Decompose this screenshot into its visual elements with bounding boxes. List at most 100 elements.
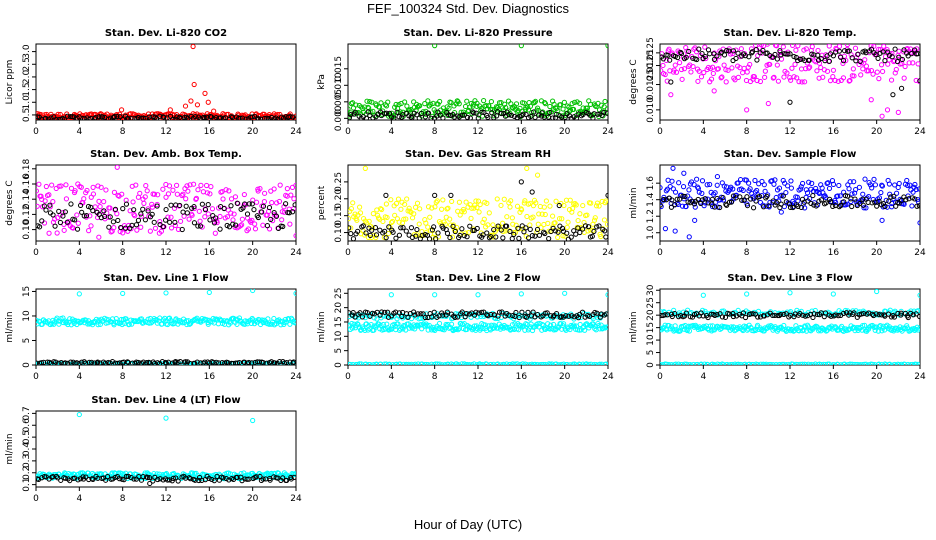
data-point bbox=[660, 203, 664, 210]
data-point bbox=[660, 62, 666, 69]
y-tick-label: 0.010 bbox=[334, 72, 344, 98]
data-point bbox=[546, 228, 552, 234]
data-point bbox=[172, 222, 178, 229]
data-point bbox=[284, 477, 290, 484]
data-point bbox=[733, 313, 740, 319]
data-point bbox=[844, 201, 850, 207]
data-point bbox=[660, 202, 663, 208]
data-point bbox=[876, 76, 882, 82]
data-point bbox=[844, 44, 851, 48]
data-point bbox=[678, 50, 685, 57]
data-point bbox=[699, 197, 706, 203]
y-tick-label: 0.10 bbox=[334, 222, 344, 242]
data-point bbox=[204, 190, 211, 196]
data-point bbox=[138, 213, 145, 219]
data-point bbox=[891, 193, 897, 199]
x-tick-label: 16 bbox=[204, 372, 216, 382]
data-point bbox=[471, 205, 477, 211]
data-point bbox=[509, 235, 515, 241]
data-point bbox=[885, 311, 892, 317]
data-point bbox=[114, 113, 120, 120]
data-point bbox=[281, 360, 288, 365]
data-point bbox=[132, 360, 138, 365]
data-point bbox=[424, 322, 430, 328]
data-point bbox=[792, 61, 798, 67]
data-point bbox=[170, 360, 176, 365]
data-point bbox=[447, 216, 453, 222]
data-point bbox=[96, 114, 102, 120]
data-point bbox=[76, 291, 82, 297]
data-point bbox=[590, 227, 596, 233]
data-point bbox=[768, 361, 774, 365]
data-point bbox=[291, 319, 296, 325]
data-point bbox=[858, 72, 864, 78]
data-point bbox=[904, 177, 910, 184]
data-point bbox=[160, 224, 166, 230]
data-point bbox=[529, 361, 535, 365]
data-point bbox=[282, 316, 289, 323]
y-tick-label: 15 bbox=[334, 316, 344, 327]
data-point bbox=[230, 221, 236, 227]
data-point bbox=[715, 66, 721, 72]
x-tick-label: 20 bbox=[559, 372, 571, 382]
data-point bbox=[556, 216, 563, 222]
data-point bbox=[161, 114, 167, 120]
data-point bbox=[874, 203, 880, 209]
points bbox=[36, 289, 296, 365]
data-point bbox=[835, 361, 841, 365]
data-point bbox=[501, 361, 507, 365]
data-point bbox=[348, 231, 354, 237]
data-point bbox=[862, 57, 868, 63]
data-point bbox=[133, 182, 139, 188]
data-point bbox=[602, 98, 608, 105]
data-point bbox=[577, 100, 583, 106]
data-point bbox=[266, 115, 272, 120]
data-point bbox=[805, 361, 811, 365]
data-point bbox=[264, 115, 270, 120]
data-point bbox=[851, 361, 857, 365]
data-point bbox=[831, 362, 838, 365]
data-point bbox=[192, 477, 198, 483]
data-point bbox=[593, 361, 599, 365]
data-point bbox=[488, 98, 494, 105]
data-point bbox=[849, 191, 855, 197]
data-point bbox=[822, 310, 829, 316]
data-point bbox=[250, 289, 256, 294]
y-tick-label: 0.20 bbox=[334, 188, 344, 208]
y-tick-label: 0.16 bbox=[22, 174, 32, 194]
data-point bbox=[903, 197, 909, 203]
data-point bbox=[536, 324, 542, 330]
data-point bbox=[838, 362, 844, 365]
data-point bbox=[512, 321, 518, 327]
data-point bbox=[879, 183, 885, 189]
data-point bbox=[77, 202, 84, 209]
data-point bbox=[383, 361, 389, 365]
data-point bbox=[534, 105, 541, 111]
x-tick-label: 16 bbox=[516, 127, 528, 137]
y-tick-label: 0.12 bbox=[22, 204, 32, 224]
data-point bbox=[246, 201, 252, 207]
data-point bbox=[666, 361, 672, 365]
y-tick-label: 0.000 bbox=[334, 105, 344, 131]
data-point bbox=[211, 220, 218, 226]
data-point bbox=[60, 213, 66, 219]
data-point bbox=[751, 74, 757, 80]
data-point bbox=[778, 52, 784, 58]
data-point bbox=[280, 475, 286, 481]
data-point bbox=[98, 184, 104, 190]
data-point bbox=[915, 51, 920, 57]
data-point bbox=[166, 183, 173, 189]
y-tick-label: 0.015 bbox=[334, 56, 344, 82]
data-point bbox=[835, 78, 841, 84]
data-point bbox=[402, 99, 408, 105]
data-point bbox=[828, 199, 834, 205]
data-point bbox=[738, 46, 744, 52]
data-point bbox=[226, 477, 232, 483]
data-point bbox=[539, 110, 545, 116]
data-point bbox=[571, 323, 578, 330]
data-point bbox=[124, 115, 131, 120]
data-point bbox=[170, 116, 176, 120]
data-point bbox=[394, 316, 400, 322]
data-point bbox=[375, 215, 382, 221]
data-point bbox=[504, 324, 510, 330]
